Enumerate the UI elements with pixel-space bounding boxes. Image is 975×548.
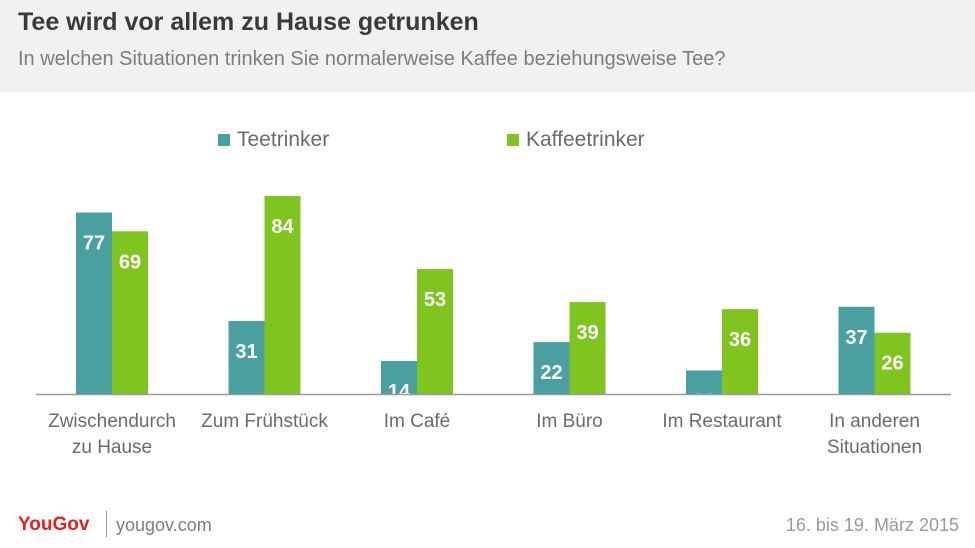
data-label-coffee-0: 69 [119,251,141,273]
chart-subtitle: In welchen Situationen trinken Sie norma… [18,48,726,70]
bar-tea-4 [686,370,722,394]
data-label-tea-1: 31 [235,341,257,363]
bar-coffee-1 [264,196,301,394]
data-label-coffee-2: 53 [424,289,446,311]
bar-tea-1 [228,320,265,394]
category-label-5: In anderen Situationen [827,411,922,458]
bar-tea-2 [381,361,417,394]
header: Tee wird vor allem zu Hause getrunken In… [0,0,975,92]
category-label-4: Im Restaurant [662,411,782,432]
category-label-3: Im Büro [536,411,603,432]
bar-coffee-5 [874,332,911,394]
bar-chart: Teetrinker Kaffeetrinker 77 69 Zwischendurch… [36,128,951,458]
data-label-coffee-4: 36 [729,329,751,351]
legend-label-coffee: Kaffeetrinker [526,128,645,151]
legend-label-tea: Teetrinker [237,128,329,151]
data-label-coffee-5: 26 [881,353,903,375]
data-label-tea-4: 10 [693,390,715,412]
data-label-tea-5: 37 [845,327,867,349]
bar-coffee-2 [417,269,453,394]
bar-tea-3 [533,342,570,394]
footer-url: yougov.com [116,515,212,535]
footer-date: 16. bis 19. März 2015 [785,515,959,535]
data-label-tea-3: 22 [540,362,562,384]
bar-coffee-0 [112,231,148,394]
bar-coffee-4 [722,309,758,394]
chart-title: Tee wird vor allem zu Hause getrunken [18,8,479,36]
bar-tea-0 [76,212,112,394]
legend-swatch-coffee [507,134,519,146]
data-label-tea-0: 77 [83,233,105,255]
category-label-0: Zwischendurch zu Hause [48,411,176,458]
bar-coffee-3 [569,302,606,394]
legend-swatch-tea [218,134,230,146]
category-label-1: Zum Frühstück [201,411,328,432]
data-label-tea-2: 14 [388,381,411,403]
data-label-coffee-3: 39 [576,322,598,344]
bar-tea-5 [838,306,875,394]
footer-divider [106,511,107,537]
category-label-2: Im Café [384,411,451,432]
yougov-logo: YouGov [18,514,90,535]
data-label-coffee-1: 84 [271,216,294,238]
